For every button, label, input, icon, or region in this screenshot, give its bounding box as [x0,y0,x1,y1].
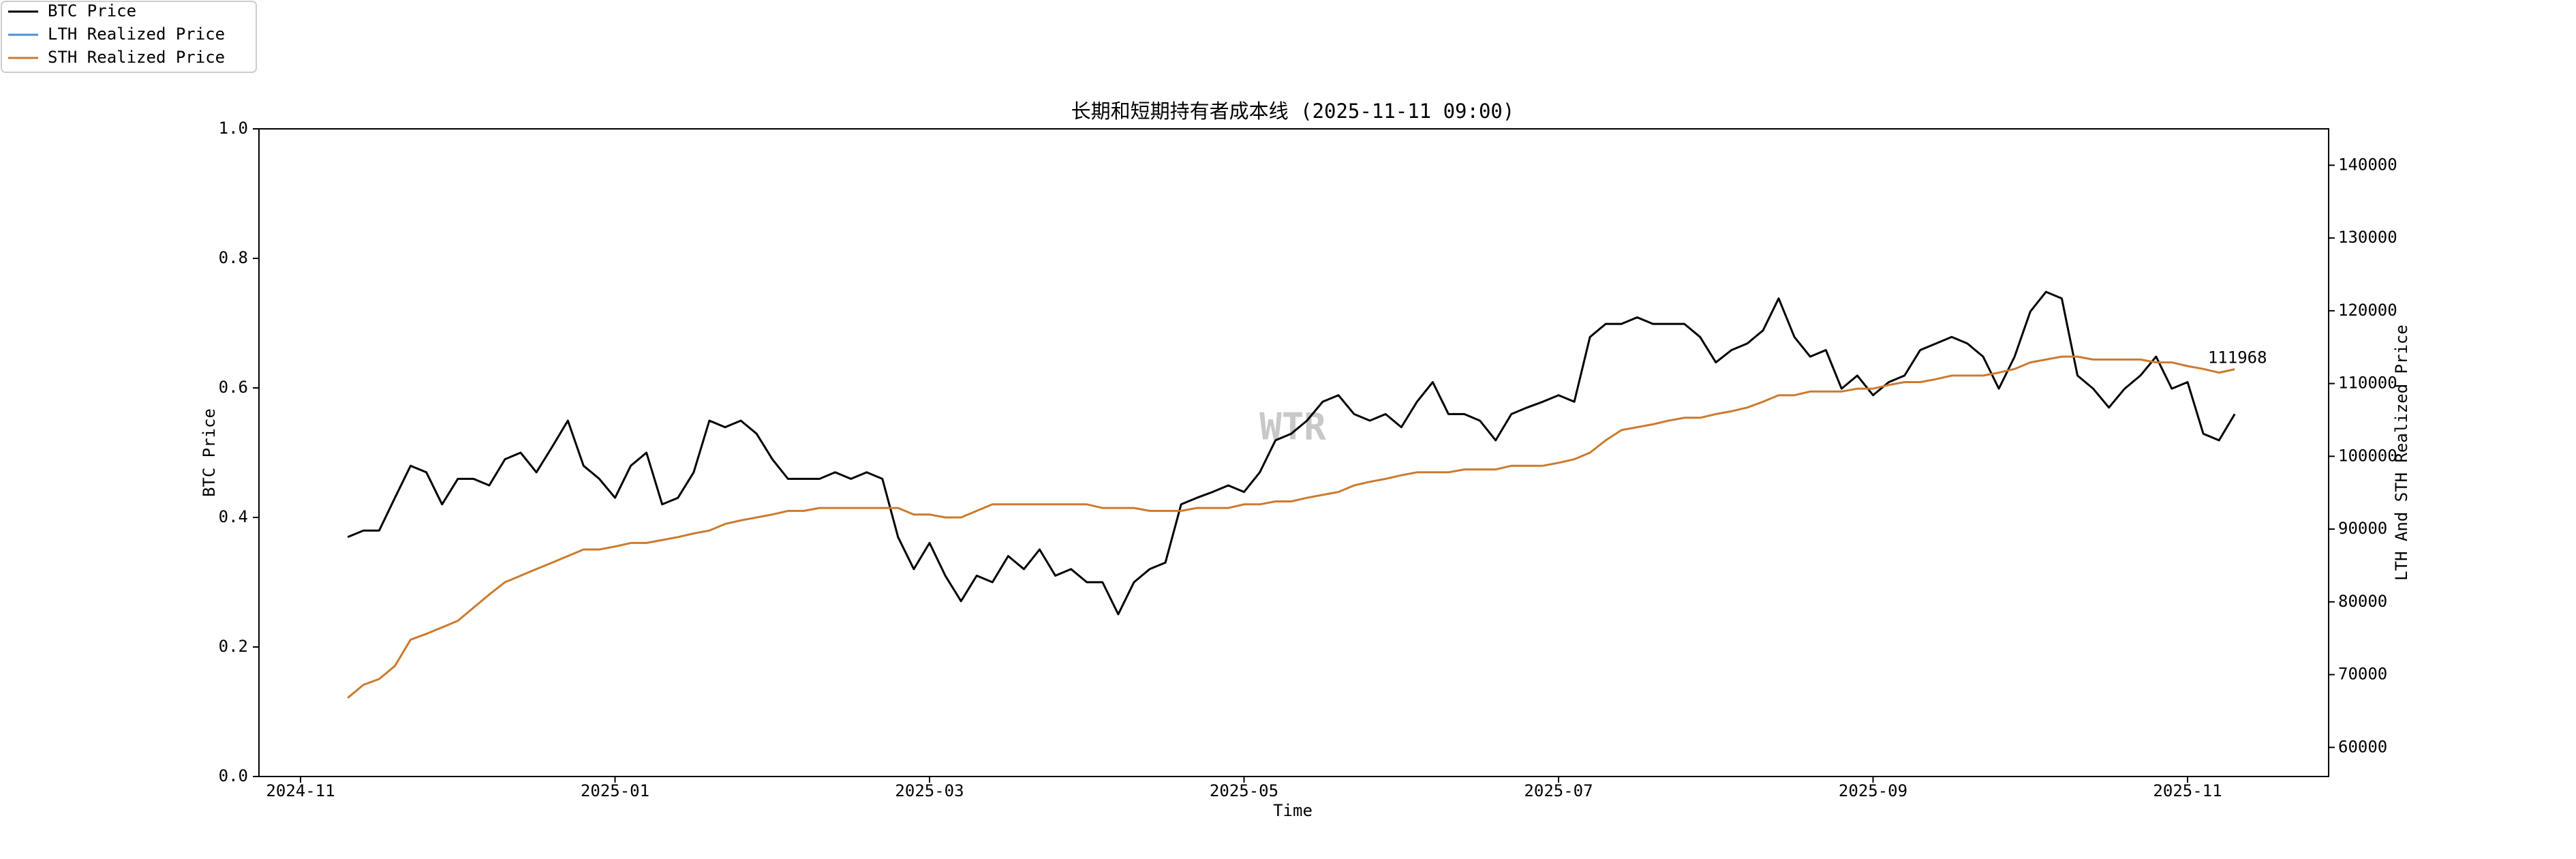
y-tick-label: 0.0 [219,766,248,785]
y2-tick-label: 60000 [2338,737,2387,756]
y2-tick-label: 130000 [2338,228,2397,247]
legend-label: STH Realized Price [48,48,225,67]
x-tick-label: 2025-05 [1210,781,1278,800]
y2-tick-label: 80000 [2338,592,2387,611]
y-tick-label: 0.6 [219,378,248,397]
y-tick-label: 0.2 [219,637,248,656]
legend-label: BTC Price [48,1,136,20]
y-tick-label: 0.4 [219,507,248,526]
y2-tick-label: 100000 [2338,446,2397,465]
y-tick-label: 0.8 [219,248,248,267]
y-tick-label: 1.0 [219,119,248,138]
y2-tick-label: 140000 [2338,155,2397,174]
y2-tick-label: 70000 [2338,665,2387,684]
annotation: 111968 [2208,348,2267,367]
x-tick-label: 2025-01 [581,781,649,800]
watermark: WTR [1259,406,1326,449]
x-tick-label: 2025-11 [2153,781,2222,800]
series-line [347,355,2235,699]
x-axis-label: Time [1273,801,1313,820]
legend-box [1,1,257,73]
x-tick-label: 2025-07 [1524,781,1593,800]
y-axis-label: BTC Price [200,408,219,497]
y2-tick-label: 120000 [2338,301,2397,320]
series-line [347,290,2236,616]
plot-frame [258,128,2329,777]
x-tick-label: 2025-09 [1839,781,1907,800]
chart-title: 长期和短期持有者成本线 (2025-11-11 09:00) [1071,100,1515,123]
y2-axis-label: LTH And STH Realized Price [2392,325,2411,581]
legend-label: LTH Realized Price [48,25,225,44]
y2-tick-label: 90000 [2338,519,2387,538]
y2-tick-label: 110000 [2338,374,2397,393]
x-tick-label: 2025-03 [895,781,964,800]
x-tick-label: 2024-11 [266,781,335,800]
